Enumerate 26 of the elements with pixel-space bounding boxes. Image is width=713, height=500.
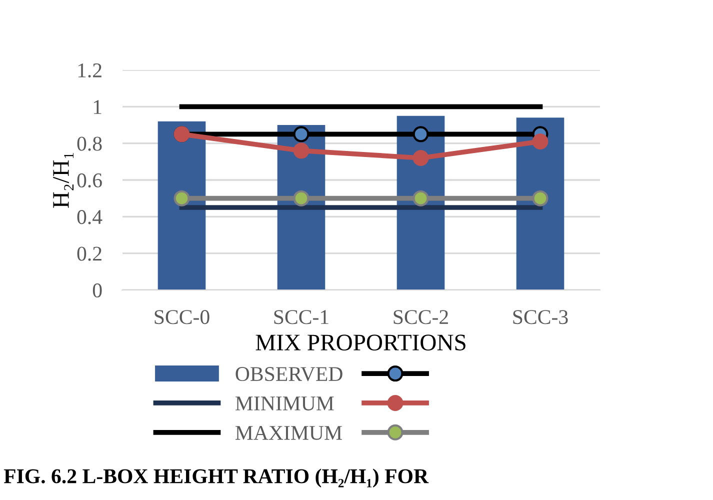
- x-tick-label: SCC-0: [154, 310, 210, 324]
- point: [293, 142, 310, 159]
- text: FIG. 6.2 L-BOX HEIGHT RATIO (H₂/H₁) FOR: [4, 468, 429, 488]
- x-tick-label: SCC-1: [274, 310, 328, 324]
- legend-label: OBSERVED: [236, 367, 342, 382]
- y-axis-title: H₂/H₁: [53, 153, 74, 208]
- y-tick-label: 1: [94, 100, 102, 114]
- point: [174, 190, 190, 206]
- point: [293, 126, 310, 142]
- point: [532, 134, 548, 150]
- y-tick-label: 0.8: [77, 136, 102, 151]
- y-tick-label: 0.6: [77, 173, 102, 188]
- legend-label: MINIMUM: [235, 396, 334, 410]
- x-tick-label: SCC-3: [513, 310, 568, 324]
- point: [293, 190, 310, 206]
- y-tick-label: 0.2: [77, 246, 102, 261]
- y-tick-label: 0: [92, 283, 102, 298]
- y-tick-label: 0.4: [77, 210, 102, 224]
- point: [412, 190, 429, 206]
- point: [412, 126, 429, 142]
- x-tick-label: SCC-2: [394, 310, 448, 324]
- legend-label: MAXIMUM: [235, 426, 342, 440]
- x-axis-title: MIX PROPORTIONS: [256, 334, 466, 351]
- point: [412, 150, 429, 166]
- y-tick-label: 1.2: [78, 63, 102, 78]
- point: [532, 190, 548, 206]
